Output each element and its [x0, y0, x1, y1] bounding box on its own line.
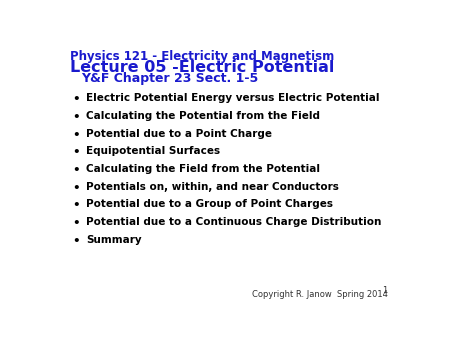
Text: 1: 1 — [382, 286, 387, 295]
Text: Calculating the Field from the Potential: Calculating the Field from the Potential — [86, 164, 320, 174]
Text: •: • — [72, 164, 80, 177]
Text: Equipotential Surfaces: Equipotential Surfaces — [86, 146, 220, 156]
Text: Potential due to a Point Charge: Potential due to a Point Charge — [86, 128, 272, 139]
Text: Copyright R. Janow  Spring 2014: Copyright R. Janow Spring 2014 — [252, 290, 387, 299]
Text: •: • — [72, 199, 80, 212]
Text: Physics 121 - Electricity and Magnetism: Physics 121 - Electricity and Magnetism — [70, 50, 334, 63]
Text: •: • — [72, 128, 80, 142]
Text: Potentials on, within, and near Conductors: Potentials on, within, and near Conducto… — [86, 182, 339, 192]
Text: Potential due to a Group of Point Charges: Potential due to a Group of Point Charge… — [86, 199, 333, 209]
Text: Potential due to a Continuous Charge Distribution: Potential due to a Continuous Charge Dis… — [86, 217, 381, 227]
Text: •: • — [72, 146, 80, 159]
Text: •: • — [72, 217, 80, 230]
Text: Y&F Chapter 23 Sect. 1-5: Y&F Chapter 23 Sect. 1-5 — [81, 72, 258, 85]
Text: •: • — [72, 182, 80, 195]
Text: Electric Potential Energy versus Electric Potential: Electric Potential Energy versus Electri… — [86, 93, 379, 103]
Text: •: • — [72, 93, 80, 106]
Text: Summary: Summary — [86, 235, 141, 245]
Text: Calculating the Potential from the Field: Calculating the Potential from the Field — [86, 111, 320, 121]
Text: •: • — [72, 235, 80, 248]
Text: Lecture 05 -Electric Potential: Lecture 05 -Electric Potential — [70, 60, 334, 75]
Text: •: • — [72, 111, 80, 124]
